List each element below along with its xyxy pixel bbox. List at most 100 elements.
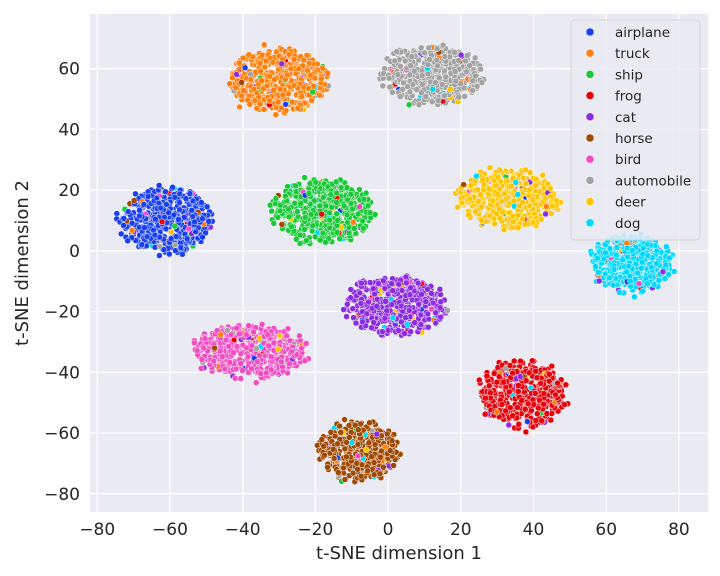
point-truck [303, 52, 311, 59]
point-bird [226, 359, 234, 366]
point-frog [543, 410, 551, 417]
point-cat [358, 279, 365, 287]
point-cat [381, 315, 389, 322]
point-cat [595, 277, 603, 285]
point-automobile [397, 93, 404, 100]
point-dog [653, 247, 660, 255]
point-frog [552, 391, 559, 399]
point-cat [395, 327, 402, 334]
point-frog [490, 370, 498, 377]
point-dog [606, 245, 614, 252]
point-dog [662, 261, 669, 269]
point-frog [506, 388, 513, 396]
point-cat [347, 294, 354, 301]
point-frog [538, 417, 545, 424]
point-truck [324, 70, 332, 77]
point-bird [197, 365, 205, 372]
point-truck [381, 443, 389, 451]
point-bird [635, 280, 643, 287]
point-truck [226, 80, 233, 87]
point-truck [276, 86, 284, 93]
point-airplane [189, 197, 197, 205]
point-frog [529, 423, 537, 431]
point-airplane [166, 250, 173, 258]
point-truck [269, 59, 277, 66]
point-bird [237, 350, 245, 357]
point-ship [316, 236, 324, 244]
point-automobile [460, 84, 468, 92]
point-deer [549, 202, 556, 210]
point-airplane [167, 235, 175, 242]
point-automobile [426, 56, 433, 63]
point-dog [631, 293, 638, 301]
point-horse [318, 436, 326, 443]
point-cat [380, 277, 387, 285]
point-truck [229, 74, 236, 82]
point-airplane [124, 208, 132, 215]
point-dog [473, 172, 480, 180]
point-horse [211, 344, 218, 352]
point-airplane [138, 241, 146, 248]
point-bird [233, 324, 240, 332]
point-truck [257, 67, 264, 75]
point-automobile [253, 345, 260, 352]
point-deer [465, 211, 472, 218]
point-dog [666, 254, 673, 262]
point-frog [524, 400, 532, 408]
point-cat [365, 298, 372, 306]
point-ship [333, 189, 341, 197]
point-ship [288, 223, 295, 231]
point-ship [297, 200, 304, 207]
point-ship [343, 211, 351, 219]
point-deer [529, 196, 537, 204]
point-horse [341, 476, 349, 483]
point-ship [326, 209, 333, 217]
point-truck [271, 76, 278, 83]
point-deer [521, 221, 529, 228]
point-ship [351, 225, 358, 232]
point-automobile [400, 79, 407, 87]
point-airplane [198, 199, 205, 206]
point-ship [293, 235, 300, 243]
point-bird [239, 367, 246, 374]
point-frog [547, 416, 555, 424]
point-automobile [406, 71, 414, 79]
point-truck [290, 56, 298, 63]
point-automobile [461, 93, 468, 100]
point-deer [474, 186, 482, 194]
point-cat [437, 298, 444, 306]
point-automobile [439, 41, 447, 49]
point-ship [296, 240, 304, 247]
point-frog [529, 357, 536, 364]
point-automobile [413, 86, 420, 93]
point-automobile [394, 71, 402, 78]
point-deer [480, 181, 488, 189]
point-automobile [435, 74, 443, 82]
point-horse [331, 432, 339, 440]
point-automobile [409, 81, 417, 88]
point-ship [294, 208, 301, 215]
point-airplane [162, 188, 169, 195]
point-frog [515, 388, 522, 395]
point-airplane [120, 215, 128, 222]
point-deer [477, 191, 485, 199]
point-cat [505, 421, 513, 429]
point-deer [515, 224, 522, 232]
point-cat [411, 319, 418, 326]
point-horse [370, 459, 378, 466]
point-dog [616, 289, 623, 296]
point-airplane [141, 224, 148, 231]
point-frog [506, 404, 514, 411]
point-bird [198, 356, 206, 363]
point-dog [594, 254, 601, 262]
point-horse [324, 463, 331, 471]
point-bird [232, 365, 240, 373]
point-horse [380, 464, 387, 471]
point-truck [246, 101, 254, 108]
point-deer [516, 202, 523, 210]
point-dog [602, 249, 609, 257]
point-bird [237, 375, 244, 382]
point-deer [519, 215, 526, 222]
point-frog [506, 362, 514, 369]
point-automobile [401, 57, 409, 65]
